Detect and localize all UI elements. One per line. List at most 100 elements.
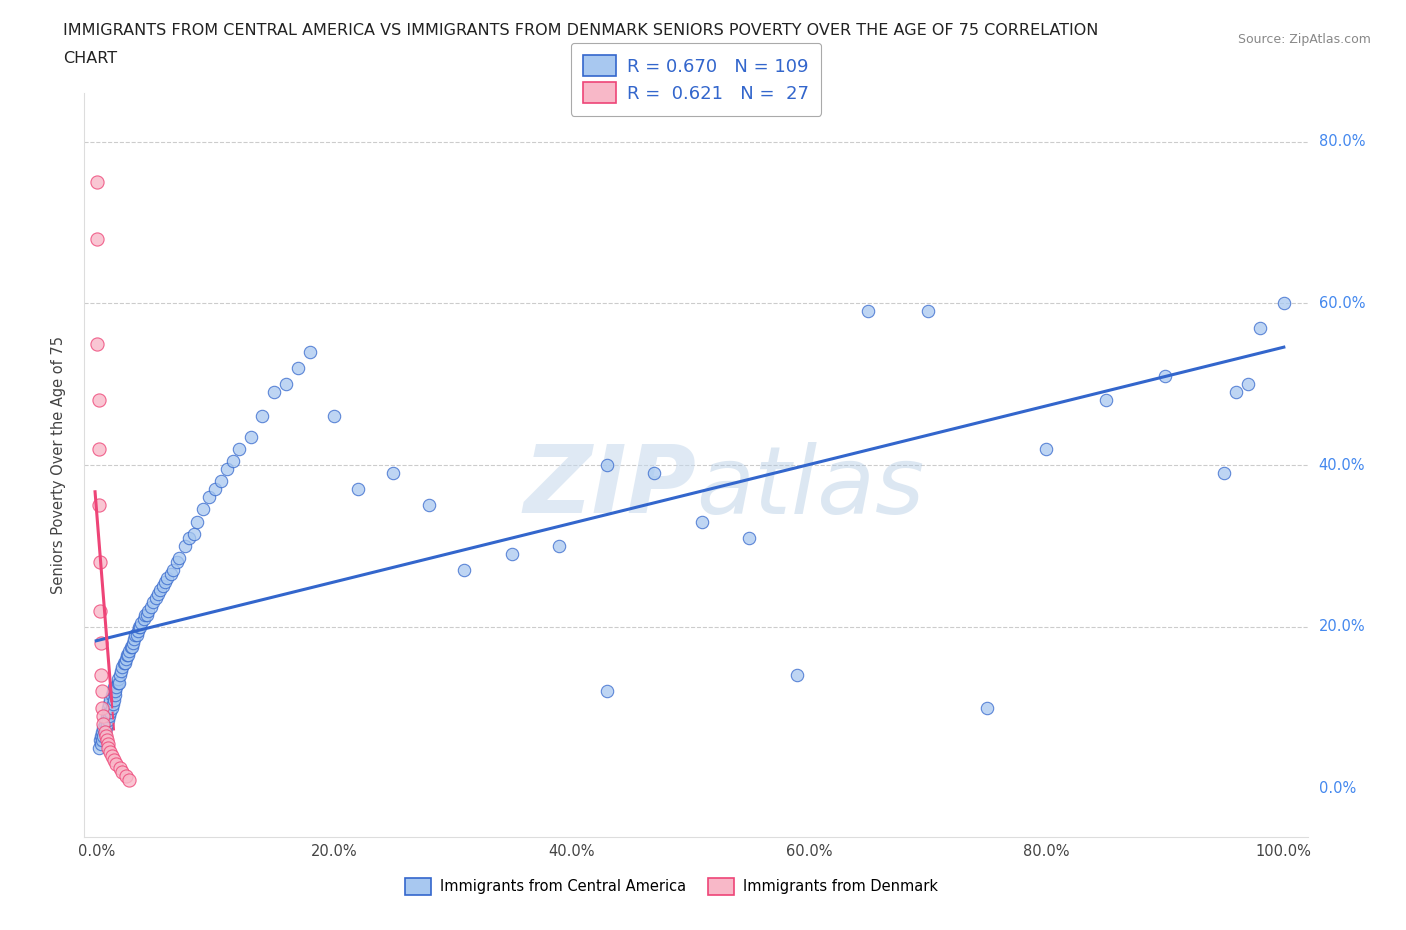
Point [87, 498, 110, 512]
Point [122, 631, 145, 646]
Point [191, 502, 214, 517]
Point [97, 740, 120, 755]
Y-axis label: Seniors Poverty Over the Age of 75: Seniors Poverty Over the Age of 75 [51, 336, 66, 594]
Point [856, 304, 879, 319]
Point [209, 473, 232, 488]
Point [204, 482, 226, 497]
Point [153, 575, 176, 590]
Point [110, 664, 132, 679]
Point [124, 628, 146, 643]
Point [239, 430, 262, 445]
Point [93, 709, 115, 724]
Point [382, 466, 405, 481]
Point [146, 587, 169, 602]
Point [142, 595, 165, 610]
Point [129, 619, 152, 634]
Point [1225, 385, 1247, 400]
Point [1213, 466, 1236, 481]
Point [120, 640, 142, 655]
Point [548, 538, 571, 553]
Point [117, 647, 139, 662]
Text: 80.0%: 80.0% [1319, 134, 1365, 149]
Point [134, 607, 156, 622]
Point [162, 563, 184, 578]
Point [100, 749, 122, 764]
Point [169, 551, 191, 565]
Point [86, 337, 108, 352]
Point [111, 659, 134, 674]
Point [322, 409, 344, 424]
Point [98, 697, 121, 711]
Point [156, 571, 179, 586]
Point [107, 671, 129, 686]
Point [89, 604, 111, 618]
Point [128, 619, 150, 634]
Point [501, 547, 523, 562]
Point [86, 232, 108, 246]
Point [276, 377, 298, 392]
Point [152, 578, 174, 593]
Point [100, 688, 122, 703]
Point [1035, 442, 1057, 457]
Point [104, 684, 127, 698]
Point [100, 692, 122, 707]
Point [103, 752, 125, 767]
Point [97, 737, 120, 751]
Point [101, 684, 124, 698]
Point [87, 740, 110, 755]
Point [1249, 320, 1271, 335]
Point [1272, 296, 1295, 311]
Point [976, 700, 998, 715]
Point [100, 700, 122, 715]
Point [228, 442, 250, 457]
Point [186, 514, 208, 529]
Point [112, 656, 135, 671]
Point [115, 652, 138, 667]
Point [90, 635, 112, 650]
Text: atlas: atlas [696, 442, 924, 533]
Point [91, 700, 114, 715]
Point [105, 757, 128, 772]
Point [86, 175, 108, 190]
Point [108, 668, 131, 683]
Point [174, 538, 197, 553]
Point [114, 656, 136, 671]
Point [596, 684, 619, 698]
Legend: Immigrants from Central America, Immigrants from Denmark: Immigrants from Central America, Immigra… [399, 872, 943, 900]
Point [139, 599, 162, 614]
Point [149, 583, 172, 598]
Point [1154, 368, 1177, 383]
Point [132, 611, 155, 626]
Point [115, 769, 138, 784]
Text: 0.0%: 0.0% [1319, 781, 1355, 796]
Point [107, 676, 129, 691]
Point [690, 514, 713, 529]
Point [93, 728, 115, 743]
Point [93, 724, 115, 739]
Point [96, 716, 118, 731]
Point [298, 344, 321, 359]
Point [103, 680, 125, 695]
Text: ZIP: ZIP [523, 442, 696, 533]
Point [100, 704, 122, 719]
Point [215, 461, 238, 476]
Text: IMMIGRANTS FROM CENTRAL AMERICA VS IMMIGRANTS FROM DENMARK SENIORS POVERTY OVER : IMMIGRANTS FROM CENTRAL AMERICA VS IMMIG… [63, 23, 1098, 38]
Text: 60.0%: 60.0% [1319, 296, 1365, 311]
Point [89, 554, 111, 569]
Point [104, 688, 127, 703]
Point [115, 647, 138, 662]
Point [125, 628, 148, 643]
Point [93, 724, 115, 739]
Point [90, 668, 112, 683]
Text: 20.0%: 20.0% [1319, 619, 1365, 634]
Point [287, 361, 309, 376]
Point [91, 684, 114, 698]
Text: CHART: CHART [63, 51, 117, 66]
Point [198, 490, 221, 505]
Point [252, 409, 274, 424]
Point [418, 498, 440, 512]
Point [91, 733, 114, 748]
Point [98, 709, 121, 724]
Point [96, 709, 118, 724]
Text: Source: ZipAtlas.com: Source: ZipAtlas.com [1237, 33, 1371, 46]
